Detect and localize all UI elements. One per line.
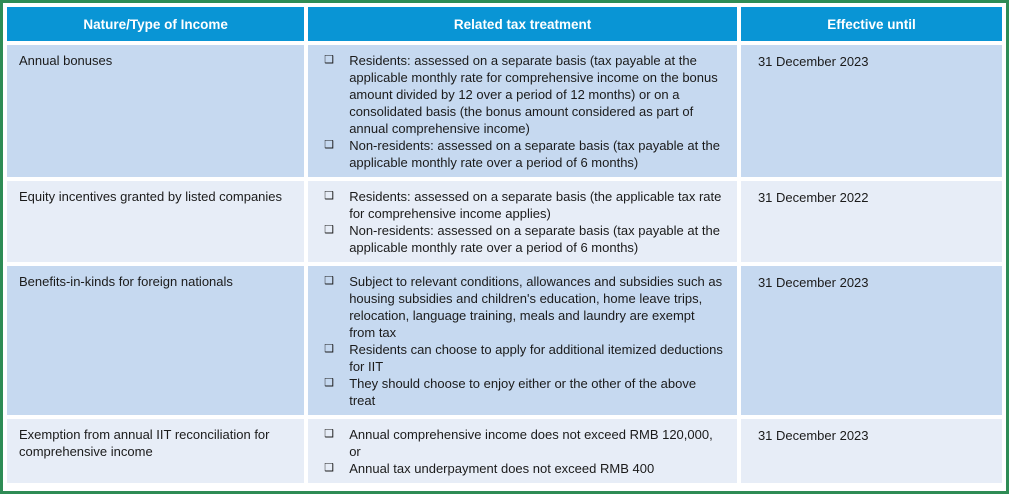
col-header-tax-treatment: Related tax treatment [308,7,737,41]
treatment-item: ❑ They should choose to enjoy either or t… [322,375,723,409]
treatment-item: ❑ Annual tax underpayment does not exceed… [322,460,723,477]
tax-treatment-table: Nature/Type of Income Related tax treatm… [3,3,1006,487]
income-type-cell: Benefits-in-kinds for foreign nationals [7,266,305,415]
table-row: Exemption from annual IIT reconciliation… [7,419,1002,483]
treatment-text: They should choose to enjoy either or th… [349,376,697,408]
checkbox-bullet-icon: ❑ [324,428,335,440]
effective-until-text: 31 December 2022 [757,190,869,205]
effective-until-cell: 31 December 2023 [740,266,1002,415]
tax-treatment-cell: ❑ Residents: assessed on a separate basis… [308,181,737,262]
treatment-text: Non-residents: assessed on a separate ba… [349,223,720,255]
treatment-list: ❑ Residents: assessed on a separate basis… [322,188,723,256]
treatment-list: ❑ Subject to relevant conditions, allowan… [322,273,723,409]
checkbox-bullet-icon: ❑ [324,462,335,474]
treatment-text: Residents can choose to apply for additi… [349,342,723,374]
table-body: Annual bonuses ❑ Residents: assessed on a… [7,45,1002,483]
checkbox-bullet-icon: ❑ [324,343,335,355]
treatment-item: ❑ Residents: assessed on a separate basis… [322,52,723,137]
checkbox-bullet-icon: ❑ [324,275,335,287]
treatment-item: ❑ Subject to relevant conditions, allowan… [322,273,723,341]
treatment-text: Residents: assessed on a separate basis … [349,189,722,221]
checkbox-bullet-icon: ❑ [324,54,335,66]
treatment-text: Annual tax underpayment does not exceed … [349,461,655,476]
income-type-cell: Exemption from annual IIT reconciliation… [7,419,305,483]
treatment-item: ❑ Residents: assessed on a separate basis… [322,188,723,222]
col-header-income-type: Nature/Type of Income [7,7,305,41]
treatment-item: ❑ Residents can choose to apply for addit… [322,341,723,375]
table-row: Benefits-in-kinds for foreign nationals … [7,266,1002,415]
checkbox-bullet-icon: ❑ [324,224,335,236]
treatment-text: Non-residents: assessed on a separate ba… [349,138,720,170]
income-type-text: Benefits-in-kinds for foreign nationals [19,274,233,289]
treatment-list: ❑ Residents: assessed on a separate basis… [322,52,723,171]
tax-treatment-cell: ❑ Residents: assessed on a separate basis… [308,45,737,177]
header-row: Nature/Type of Income Related tax treatm… [7,7,1002,41]
table-row: Equity incentives granted by listed comp… [7,181,1002,262]
treatment-text: Residents: assessed on a separate basis … [349,53,718,136]
effective-until-cell: 31 December 2023 [740,45,1002,177]
col-header-effective-until: Effective until [740,7,1002,41]
treatment-text: Subject to relevant conditions, allowanc… [349,274,723,340]
treatment-list: ❑ Annual comprehensive income does not ex… [322,426,723,477]
income-type-text: Equity incentives granted by listed comp… [19,189,283,204]
treatment-item: ❑ Non-residents: assessed on a separate b… [322,222,723,256]
income-type-cell: Equity incentives granted by listed comp… [7,181,305,262]
checkbox-bullet-icon: ❑ [324,190,335,202]
table-row: Annual bonuses ❑ Residents: assessed on a… [7,45,1002,177]
tax-treatment-cell: ❑ Annual comprehensive income does not ex… [308,419,737,483]
checkbox-bullet-icon: ❑ [324,377,335,389]
effective-until-cell: 31 December 2022 [740,181,1002,262]
treatment-item: ❑ Annual comprehensive income does not ex… [322,426,723,460]
income-type-text: Exemption from annual IIT reconciliation… [19,427,270,459]
treatment-text: Annual comprehensive income does not exc… [349,427,713,459]
effective-until-text: 31 December 2023 [757,54,869,69]
income-type-cell: Annual bonuses [7,45,305,177]
income-type-text: Annual bonuses [19,53,113,68]
effective-until-text: 31 December 2023 [757,275,869,290]
treatment-item: ❑ Non-residents: assessed on a separate b… [322,137,723,171]
checkbox-bullet-icon: ❑ [324,139,335,151]
effective-until-text: 31 December 2023 [757,428,869,443]
tax-treatment-cell: ❑ Subject to relevant conditions, allowan… [308,266,737,415]
effective-until-cell: 31 December 2023 [740,419,1002,483]
